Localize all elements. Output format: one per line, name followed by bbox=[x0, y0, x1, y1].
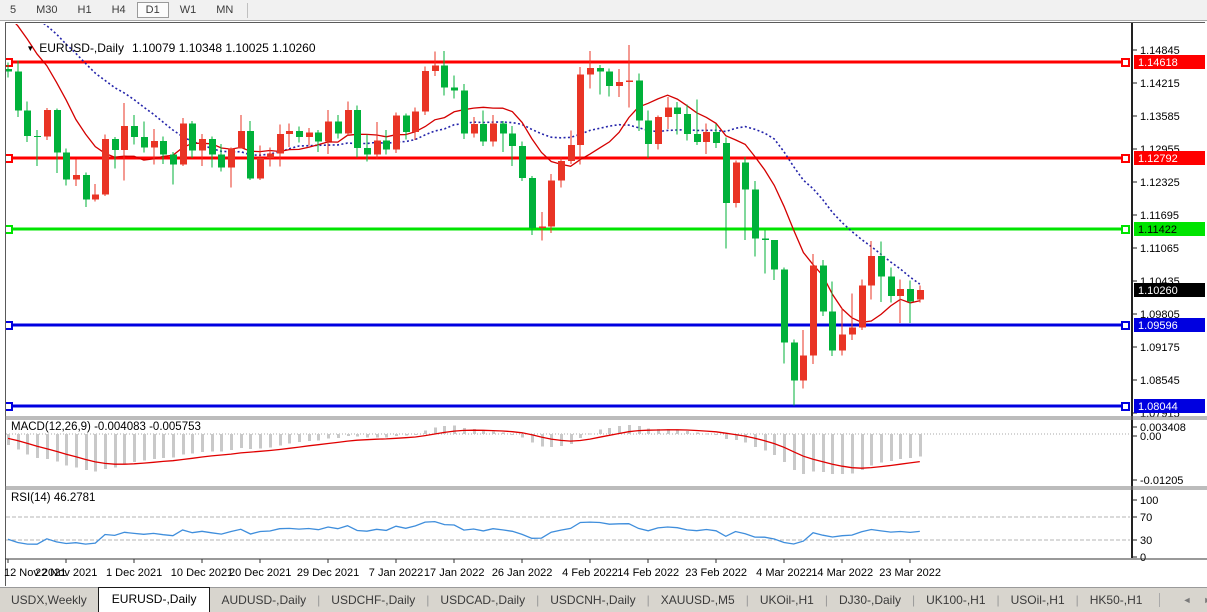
svg-text:20 Dec 2021: 20 Dec 2021 bbox=[229, 567, 291, 579]
svg-text:1.12325: 1.12325 bbox=[1140, 177, 1180, 189]
tab-hk50-h1[interactable]: HK50-,H1 bbox=[1089, 593, 1143, 607]
svg-text:17 Jan 2022: 17 Jan 2022 bbox=[424, 567, 485, 579]
timeframe-button-h1[interactable]: H1 bbox=[77, 4, 92, 16]
svg-text:4 Feb 2022: 4 Feb 2022 bbox=[562, 567, 618, 579]
svg-text:-0.01205: -0.01205 bbox=[1140, 475, 1183, 487]
rsi-line bbox=[7, 520, 920, 545]
ma-slow-line bbox=[43, 24, 921, 285]
tab-separator: | bbox=[536, 593, 540, 607]
svg-text:1.11422: 1.11422 bbox=[1138, 224, 1177, 236]
svg-text:1.08545: 1.08545 bbox=[1140, 375, 1180, 387]
tab-separator bbox=[1159, 593, 1161, 607]
svg-text:100: 100 bbox=[1140, 495, 1158, 507]
macd-legend: MACD(12,26,9) -0.004083 -0.005753 bbox=[11, 421, 201, 433]
svg-text:1.14845: 1.14845 bbox=[1140, 45, 1180, 57]
rsi-legend: RSI(14) 46.2781 bbox=[11, 492, 96, 504]
svg-text:4 Mar 2022: 4 Mar 2022 bbox=[756, 567, 812, 579]
tab-scroll-left-icon[interactable]: ◄ bbox=[1182, 595, 1192, 605]
tab-usdchf-daily[interactable]: USDCHF-,Daily bbox=[331, 593, 416, 607]
tab-scroll-right-icon[interactable]: ► bbox=[1203, 595, 1207, 605]
svg-text:26 Jan 2022: 26 Jan 2022 bbox=[492, 567, 553, 579]
svg-text:23 Mar 2022: 23 Mar 2022 bbox=[879, 567, 941, 579]
svg-text:70: 70 bbox=[1140, 512, 1152, 524]
svg-text:0.00: 0.00 bbox=[1140, 431, 1161, 443]
horizontal-lines[interactable] bbox=[5, 58, 1130, 411]
tab-xauusd-m5[interactable]: XAUUSD-,M5 bbox=[660, 593, 735, 607]
current-price-label bbox=[1134, 283, 1205, 297]
tab-usdx-weekly[interactable]: USDX,Weekly bbox=[11, 593, 87, 607]
tab-separator: | bbox=[824, 593, 828, 607]
timeframe-button-h4[interactable]: H4 bbox=[111, 4, 126, 16]
toolbar-separator bbox=[247, 2, 249, 18]
svg-text:12 Nov 2021: 12 Nov 2021 bbox=[4, 567, 66, 579]
symbol-tab-bar: USDX,Weekly EURUSD-,Daily AUDUSD-,Daily | US… bbox=[0, 587, 1207, 612]
svg-text:1.13585: 1.13585 bbox=[1140, 111, 1180, 123]
timeframe-button-5[interactable]: 5 bbox=[10, 4, 17, 16]
svg-text:1.09596: 1.09596 bbox=[1138, 320, 1178, 332]
tab-separator: | bbox=[426, 593, 430, 607]
svg-text:1.11065: 1.11065 bbox=[1140, 243, 1179, 255]
tab-usoil-h1[interactable]: USOil-,H1 bbox=[1010, 593, 1065, 607]
tab-separator: | bbox=[646, 593, 650, 607]
svg-text:1.14215: 1.14215 bbox=[1140, 78, 1180, 90]
tab-separator: | bbox=[912, 593, 916, 607]
svg-text:1.12792: 1.12792 bbox=[1138, 153, 1178, 165]
svg-text:30: 30 bbox=[1140, 535, 1152, 547]
svg-text:22 Nov 2021: 22 Nov 2021 bbox=[35, 567, 97, 579]
svg-text:1.09175: 1.09175 bbox=[1140, 342, 1180, 354]
svg-text:10 Dec 2021: 10 Dec 2021 bbox=[171, 567, 233, 579]
timeframe-button-m30[interactable]: M30 bbox=[36, 4, 58, 16]
symbol-period-label: EURUSD-,Daily bbox=[39, 41, 124, 55]
tab-usdcad-daily[interactable]: USDCAD-,Daily bbox=[440, 593, 526, 607]
tab-separator: | bbox=[996, 593, 1000, 607]
svg-text:1.11695: 1.11695 bbox=[1140, 210, 1179, 222]
svg-text:1.10260: 1.10260 bbox=[1138, 285, 1178, 297]
svg-text:14 Feb 2022: 14 Feb 2022 bbox=[617, 567, 679, 579]
tab-uk100-h1[interactable]: UK100-,H1 bbox=[926, 593, 986, 607]
timeframe-button-d1[interactable]: D1 bbox=[136, 2, 169, 18]
macd-signal-line bbox=[7, 429, 920, 469]
rsi-panel: 100 70 30 0 bbox=[6, 495, 1158, 564]
timeframe-button-w1[interactable]: W1 bbox=[179, 4, 197, 16]
tab-separator: | bbox=[317, 593, 321, 607]
svg-text:14 Mar 2022: 14 Mar 2022 bbox=[811, 567, 873, 579]
svg-text:7 Jan 2022: 7 Jan 2022 bbox=[369, 567, 423, 579]
tab-audusd-daily[interactable]: AUDUSD-,Daily bbox=[221, 593, 307, 607]
chart-menu-triangle-icon[interactable]: ▼ bbox=[26, 44, 35, 53]
timeframe-button-mn[interactable]: MN bbox=[216, 4, 234, 16]
chart-title: ▼ EURUSD-,Daily 1.10079 1.10348 1.10025 1.… bbox=[13, 27, 316, 69]
svg-text:1 Dec 2021: 1 Dec 2021 bbox=[106, 567, 162, 579]
svg-text:23 Feb 2022: 23 Feb 2022 bbox=[685, 567, 747, 579]
chart-window bbox=[5, 22, 1205, 586]
tab-separator: | bbox=[745, 593, 749, 607]
candlesticks bbox=[6, 45, 924, 406]
tab-eurusd-daily[interactable]: EURUSD-,Daily bbox=[97, 587, 211, 612]
svg-text:29 Dec 2021: 29 Dec 2021 bbox=[297, 567, 359, 579]
tab-dj30-daily[interactable]: DJ30-,Daily bbox=[838, 593, 901, 607]
timeframe-toolbar: 5 M30 H1 H4 D1 W1 MN bbox=[0, 0, 1207, 21]
tab-ukoil-h1[interactable]: UKOil-,H1 bbox=[759, 593, 814, 607]
svg-text:1.08044: 1.08044 bbox=[1138, 401, 1178, 413]
tab-separator: | bbox=[1075, 593, 1079, 607]
svg-text:0.003408: 0.003408 bbox=[1140, 422, 1186, 434]
svg-text:1.14618: 1.14618 bbox=[1138, 57, 1178, 69]
ohlc-values: 1.10079 1.10348 1.10025 1.10260 bbox=[131, 41, 316, 55]
tab-usdcnh-daily[interactable]: USDCNH-,Daily bbox=[550, 593, 636, 607]
svg-text:0: 0 bbox=[1140, 552, 1146, 564]
